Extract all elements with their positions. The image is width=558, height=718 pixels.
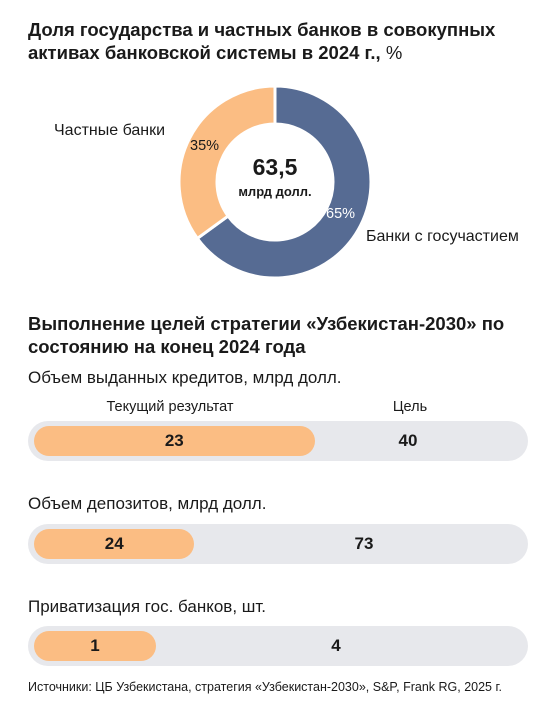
progress-fill-deposits: [34, 529, 195, 559]
metric-label-deposits: Объем депозитов, млрд долл.: [28, 494, 267, 513]
donut-chart-title-text: Доля государства и частных банков в сово…: [28, 19, 496, 63]
slice-label-private: Частные банки: [54, 122, 166, 139]
progress-fill-privatization: [34, 631, 156, 661]
center-value: 63,5: [252, 154, 298, 180]
slice-pct-private: 35%: [190, 138, 220, 154]
donut-slice-0: [195, 84, 373, 280]
metric-label-loans: Объем выданных кредитов, млрд долл.: [28, 368, 342, 387]
center-unit: млрд долл.: [238, 184, 312, 199]
slice-label-state: Банки с госучастием: [366, 228, 519, 245]
source-note: Источники: ЦБ Узбекистана, стратегия «Уз…: [28, 680, 502, 694]
donut-chart: Частные банки Банки с госучастием 35% 65…: [0, 70, 558, 300]
donut-svg: [177, 84, 373, 280]
current-value-loans: 23: [164, 431, 184, 450]
column-header-target: Цель: [392, 399, 428, 415]
goals-title: Выполнение целей стратегии «Узбекистан-2…: [28, 313, 505, 357]
current-value-privatization: 1: [90, 636, 100, 655]
column-header-current: Текущий результат: [106, 399, 234, 415]
target-value-deposits: 73: [354, 534, 374, 553]
donut-chart-title-unit: %: [385, 42, 403, 63]
slice-pct-state: 65%: [326, 206, 356, 222]
metric-label-privatization: Приватизация гос. банков, шт.: [28, 597, 267, 616]
progress-track-privatization: 1 4: [28, 626, 528, 666]
target-value-privatization: 4: [331, 636, 341, 655]
progress-fill-loans: [34, 426, 315, 456]
current-value-deposits: 24: [104, 534, 124, 553]
progress-track-loans: 23 40: [28, 421, 528, 461]
target-value-loans: 40: [398, 431, 418, 450]
progress-track-deposits: 24 73: [28, 524, 528, 564]
donut-chart-title: Доля государства и частных банков в сово…: [28, 18, 538, 64]
donut-slice-1: [177, 84, 277, 241]
